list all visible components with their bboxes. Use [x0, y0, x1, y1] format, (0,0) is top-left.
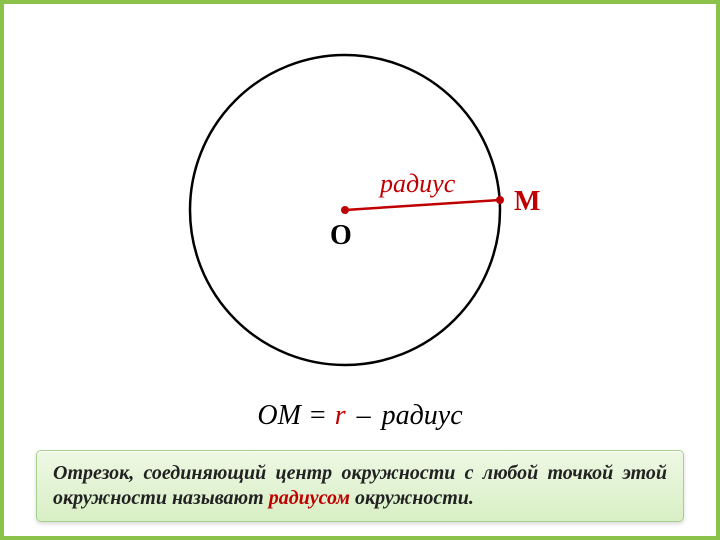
radius-line: [345, 200, 500, 210]
radius-formula: ОМ = r – радиус: [0, 400, 720, 432]
circle-diagram: радиус M O: [0, 0, 720, 440]
point-o-label: O: [330, 220, 352, 251]
definition-post: окружности.: [350, 487, 474, 509]
center-point-dot: [341, 206, 349, 214]
definition-accent: радиусом: [269, 487, 350, 509]
formula-r: r: [335, 400, 346, 431]
edge-point-dot: [496, 196, 504, 204]
formula-dash: –: [346, 400, 382, 431]
formula-om: ОМ: [257, 400, 301, 431]
formula-word: радиус: [382, 400, 463, 431]
definition-callout: Отрезок, соединяющий центр окружности с …: [36, 450, 684, 522]
point-m-label: M: [514, 186, 540, 217]
radius-label: радиус: [378, 169, 456, 198]
formula-eq: =: [301, 400, 335, 431]
